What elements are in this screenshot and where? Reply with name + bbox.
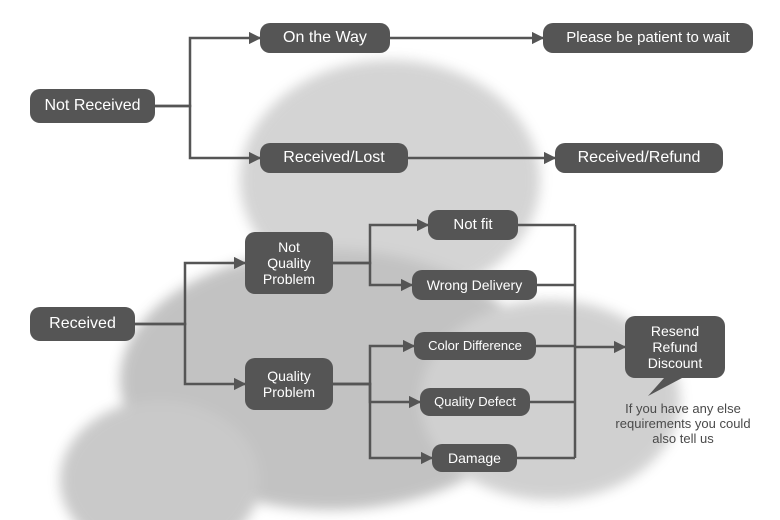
footnote-caption: If you have any else requirements you co… — [608, 402, 758, 447]
node-not-quality: Not Quality Problem — [245, 232, 333, 294]
node-wrong-delivery: Wrong Delivery — [412, 270, 537, 300]
backdrop-blob — [60, 400, 260, 520]
edge-q-qd — [333, 384, 420, 402]
edge-nq-nf — [333, 225, 428, 263]
speech-tail — [648, 378, 682, 396]
node-received-refund: Received/Refund — [555, 143, 723, 173]
node-received: Received — [30, 307, 135, 341]
node-damage: Damage — [432, 444, 517, 472]
node-resend: Resend Refund Discount — [625, 316, 725, 378]
node-on-the-way: On the Way — [260, 23, 390, 53]
node-quality: Quality Problem — [245, 358, 333, 410]
node-received-lost: Received/Lost — [260, 143, 408, 173]
edge-r-nq — [135, 263, 245, 324]
node-not-received: Not Received — [30, 89, 155, 123]
node-quality-defect: Quality Defect — [420, 388, 530, 416]
edge-nr-otw — [155, 38, 260, 106]
edge-nr-rl — [155, 106, 260, 158]
node-not-fit: Not fit — [428, 210, 518, 240]
node-please-wait: Please be patient to wait — [543, 23, 753, 53]
edge-q-cd — [333, 346, 414, 384]
edge-nq-wd — [333, 263, 412, 285]
node-color-diff: Color Difference — [414, 332, 536, 360]
flowchart-canvas: If you have any else requirements you co… — [0, 0, 780, 520]
edge-q-dm — [333, 384, 432, 458]
edge-r-q — [135, 324, 245, 384]
